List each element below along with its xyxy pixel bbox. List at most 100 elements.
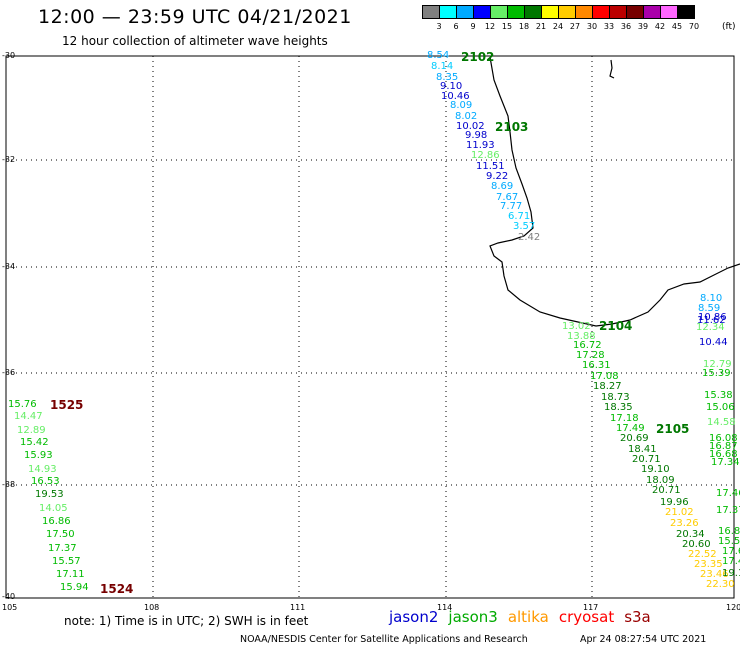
page-subtitle: 12 hour collection of altimeter wave hei… bbox=[62, 34, 328, 48]
wave-height-value: 18.09 bbox=[646, 475, 675, 486]
wave-height-value: 11.93 bbox=[466, 140, 495, 151]
rottnest-island bbox=[609, 59, 615, 79]
pass-label: 1524 bbox=[100, 582, 134, 596]
wave-height-value: 10.46 bbox=[441, 91, 470, 102]
wave-height-value: 16.72 bbox=[573, 340, 602, 351]
latitude-label: -38 bbox=[2, 480, 16, 489]
longitude-label: 114 bbox=[437, 603, 453, 612]
wave-height-value: 15.76 bbox=[8, 399, 37, 410]
legend-label: 36 bbox=[620, 22, 632, 31]
wave-height-value: 20.71 bbox=[632, 454, 661, 465]
pass-label: 2104 bbox=[599, 319, 633, 333]
wave-height-value: 17.37 bbox=[48, 543, 77, 554]
legend-label: 15 bbox=[501, 22, 513, 31]
wave-height-value: 9.98 bbox=[465, 130, 488, 141]
wave-height-value: 20.34 bbox=[676, 529, 705, 540]
legend-label: 70 bbox=[688, 22, 700, 31]
legend-label: 30 bbox=[586, 22, 598, 31]
wave-height-value: 15.94 bbox=[60, 582, 89, 593]
wave-height-value: 22.30 bbox=[706, 579, 735, 590]
wave-height-value: 15.06 bbox=[706, 402, 735, 413]
legend-label: 12 bbox=[484, 22, 496, 31]
legend-label: 33 bbox=[603, 22, 615, 31]
legend-label: 6 bbox=[453, 22, 459, 31]
wave-height-value: 6.71 bbox=[508, 211, 531, 222]
longitude-label: 120 bbox=[726, 603, 740, 612]
wave-height-value: 16.8 bbox=[718, 526, 740, 537]
wave-height-value: 17.11 bbox=[56, 569, 85, 580]
wave-height-value: 17.18 bbox=[610, 413, 639, 424]
wave-height-value: 16.08 bbox=[709, 433, 738, 444]
legend-label: 3 bbox=[436, 22, 442, 31]
longitude-label: 117 bbox=[583, 603, 599, 612]
wave-height-value: 8.69 bbox=[491, 181, 514, 192]
legend-label: 18 bbox=[518, 22, 530, 31]
wave-height-value: 22.52 bbox=[688, 549, 717, 560]
wave-height-value: 21.02 bbox=[665, 507, 694, 518]
wave-height-value: 8.10 bbox=[700, 293, 723, 304]
wave-height-value: 14.58 bbox=[707, 417, 736, 428]
wave-height-value: 8.35 bbox=[436, 72, 459, 83]
legend-unit: (ft) bbox=[722, 22, 736, 32]
footer-note: note: 1) Time is in UTC; 2) SWH is in fe… bbox=[64, 614, 309, 628]
satellite-name: jason2 bbox=[389, 608, 439, 626]
wave-height-value: 10.86 bbox=[698, 312, 727, 323]
wave-height-value: 15.57 bbox=[52, 556, 81, 567]
wave-height-value: 15.5 bbox=[718, 536, 740, 547]
wave-height-value: 16.68 bbox=[709, 449, 738, 460]
wave-height-value: 8.14 bbox=[431, 61, 454, 72]
legend-label: 9 bbox=[470, 22, 476, 31]
wave-height-value: 17.49 bbox=[616, 423, 645, 434]
wave-height-value: 8.54 bbox=[427, 50, 450, 61]
credit-line: NOAA/NESDIS Center for Satellite Applica… bbox=[240, 634, 528, 645]
wave-height-value: 3.57 bbox=[513, 221, 536, 232]
wave-height-value: 16.86 bbox=[42, 516, 71, 527]
wave-height-value: 18.41 bbox=[628, 444, 657, 455]
wave-height-value: 18.27 bbox=[593, 381, 622, 392]
wave-height-value: 20.60 bbox=[682, 539, 711, 550]
wave-height-value: 7.77 bbox=[500, 201, 523, 212]
wave-height-value: 17.46 bbox=[716, 488, 740, 499]
legend-label: 27 bbox=[569, 22, 581, 31]
pass-label: 2105 bbox=[656, 422, 690, 436]
wave-height-value: 17.6 bbox=[722, 546, 740, 557]
wave-height-value: 20.69 bbox=[620, 433, 649, 444]
wave-height-value: 19.10 bbox=[641, 464, 670, 475]
latitude-label: -36 bbox=[2, 368, 16, 377]
color-legend: 3 6 9 12 15 18 21 24 27 30 33 36 39 42 45 70 (ft) bbox=[422, 5, 736, 34]
latitude-label: -34 bbox=[2, 262, 16, 271]
legend-swatches bbox=[422, 5, 695, 19]
page-title: 12:00 — 23:59 UTC 04/21/2021 bbox=[38, 6, 352, 28]
map-grid bbox=[6, 56, 734, 597]
wave-height-value: 16.87 bbox=[709, 441, 738, 452]
wave-height-value: 14.47 bbox=[14, 411, 43, 422]
map-frame bbox=[5, 55, 735, 599]
wave-height-value: 13.02 bbox=[562, 321, 591, 332]
wave-height-value: 23.26 bbox=[670, 518, 699, 529]
wave-height-value: 15.38 bbox=[704, 390, 733, 401]
latitude-label: -30 bbox=[2, 51, 16, 60]
wave-height-value: 19.96 bbox=[660, 497, 689, 508]
wave-height-value: 16.31 bbox=[582, 360, 611, 371]
satellite-legend: jason2 jason3 altika cryosat s3a bbox=[389, 608, 661, 626]
wave-height-value: 11.51 bbox=[476, 161, 505, 172]
longitude-label: 111 bbox=[290, 603, 306, 612]
wave-height-value: 17.4 bbox=[722, 556, 740, 567]
wave-height-value: 17.08 bbox=[590, 371, 619, 382]
generated-timestamp: Apr 24 08:27:54 UTC 2021 bbox=[580, 634, 707, 645]
wave-height-value: 18.35 bbox=[604, 402, 633, 413]
longitude-label: 108 bbox=[144, 603, 160, 612]
wave-height-value: 17.34 bbox=[711, 457, 740, 468]
wave-height-value: 17.50 bbox=[46, 529, 75, 540]
latitude-label: -32 bbox=[2, 155, 16, 164]
wave-height-value: 23.46 bbox=[700, 569, 729, 580]
satellite-name: s3a bbox=[624, 608, 651, 626]
legend-label: 21 bbox=[535, 22, 547, 31]
wave-height-value: 15.39 bbox=[702, 368, 731, 379]
wave-height-value: 14.05 bbox=[39, 503, 68, 514]
wave-height-value: 20.71 bbox=[652, 485, 681, 496]
legend-label: 39 bbox=[637, 22, 649, 31]
wave-height-value: 8.09 bbox=[450, 100, 473, 111]
wave-height-value: 17.28 bbox=[576, 350, 605, 361]
